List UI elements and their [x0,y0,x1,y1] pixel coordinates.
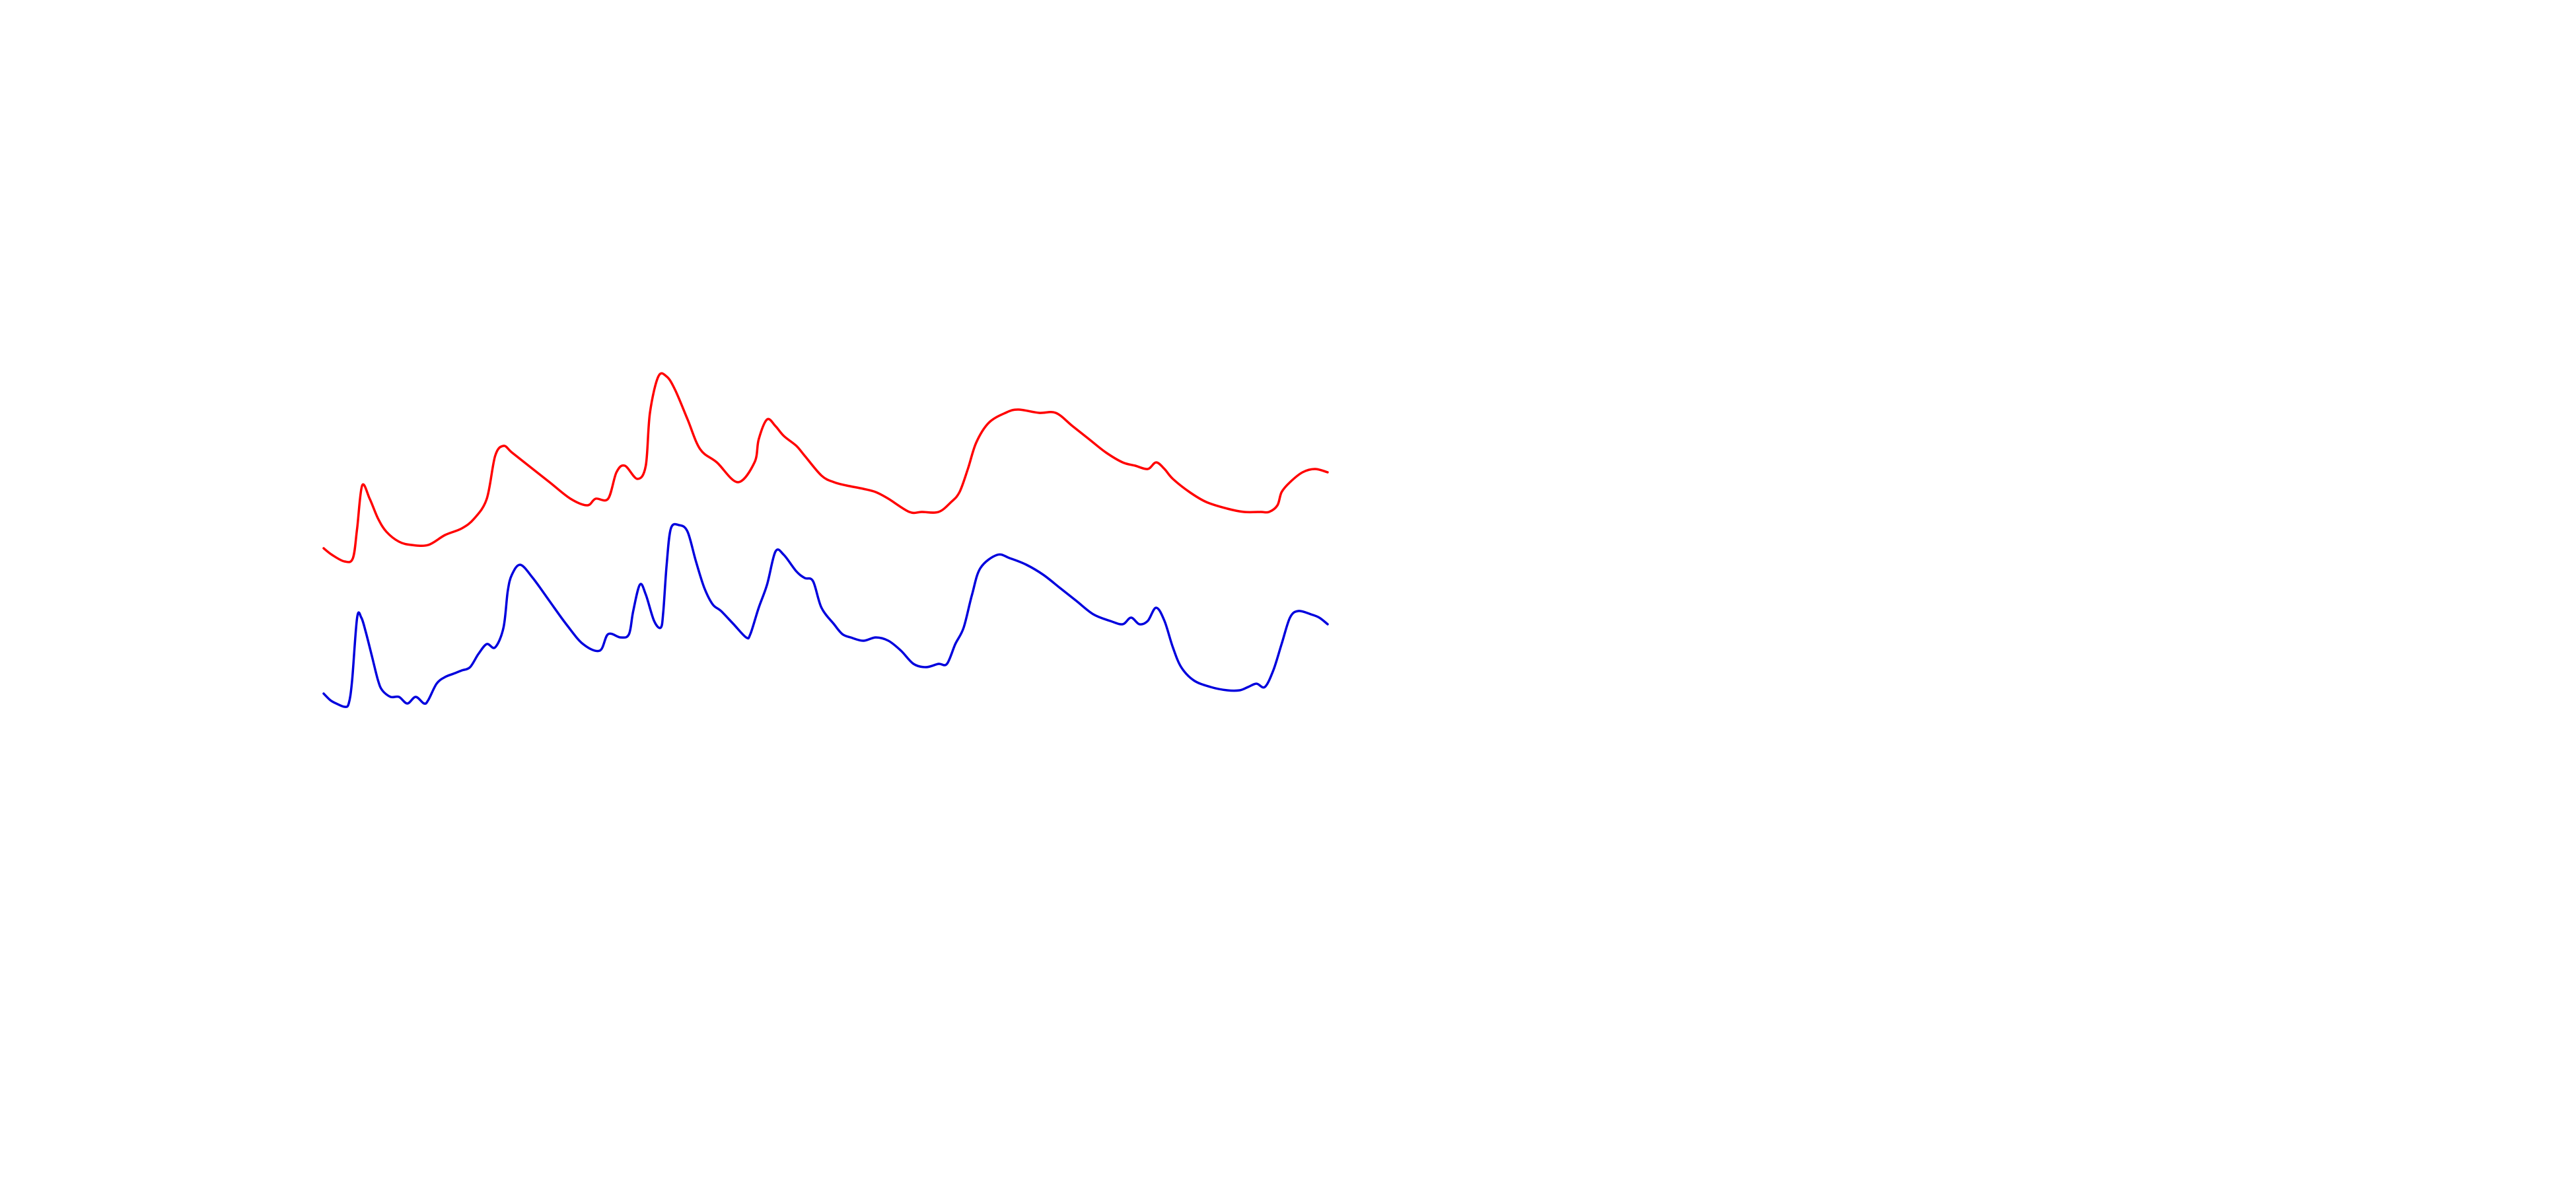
plot-area [322,372,1329,708]
series-line-1 [322,372,1329,563]
series-line-2 [322,522,1329,708]
